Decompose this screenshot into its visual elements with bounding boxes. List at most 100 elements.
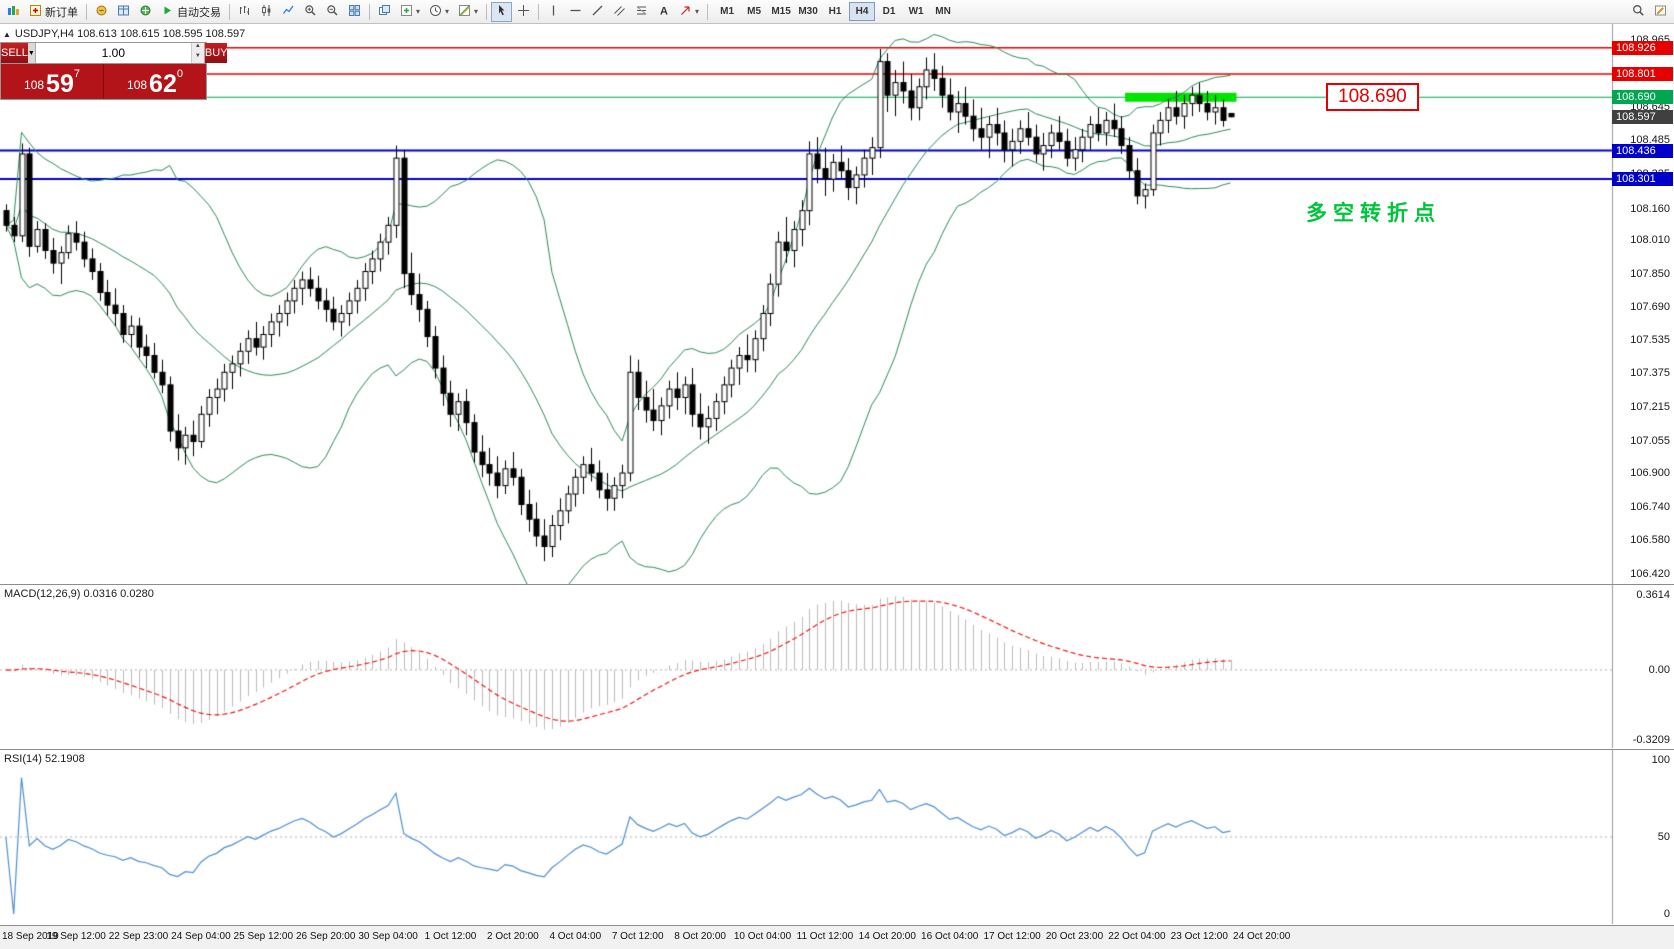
sell-price-prefix: 108 xyxy=(24,78,45,92)
volume-input[interactable] xyxy=(35,43,191,63)
rsi-axis-value: 50 xyxy=(1657,831,1670,843)
volume-up-icon[interactable]: ▲ xyxy=(191,43,204,53)
channel-button[interactable] xyxy=(609,2,630,22)
market-watch-button[interactable] xyxy=(91,2,112,22)
fibo-icon xyxy=(635,4,648,20)
zoom-in-button[interactable] xyxy=(300,2,321,22)
chart-title-text: USDJPY,H4 108.613 108.615 108.595 108.59… xyxy=(14,28,246,40)
cursor-button[interactable] xyxy=(491,1,513,22)
zoom-out-button[interactable] xyxy=(322,2,343,22)
indicators-button[interactable]: ▾ xyxy=(396,2,424,22)
price-tick: 107.850 xyxy=(1630,267,1670,280)
search-button[interactable] xyxy=(1628,2,1649,22)
metaeditor-button[interactable] xyxy=(1650,2,1671,22)
macd-axis-value: -0.3209 xyxy=(1632,734,1670,746)
arrange-windows-button[interactable] xyxy=(374,2,395,22)
price-tick: 108.160 xyxy=(1630,202,1670,215)
sell-price-display[interactable]: 108 59 7 xyxy=(1,64,103,99)
one-click-top-row: SELL ▼ ▲ ▼ BUY xyxy=(1,43,228,64)
sell-price-sup: 7 xyxy=(73,68,80,80)
navigator-button[interactable] xyxy=(135,2,156,22)
timeframe-d1-button[interactable]: D1 xyxy=(876,2,902,21)
autotrading-icon xyxy=(161,4,174,20)
time-tick-label: 8 Oct 20:00 xyxy=(674,931,726,942)
price-level-label: 108.926 xyxy=(1612,40,1673,55)
price-level-label: 108.301 xyxy=(1612,171,1673,186)
crosshair-icon xyxy=(517,4,530,20)
cursor-icon xyxy=(495,4,508,20)
timeframe-m1-button[interactable]: M1 xyxy=(714,2,740,21)
templates-button[interactable]: ▾ xyxy=(454,2,482,22)
main-chart-canvas[interactable] xyxy=(0,24,1674,584)
vertical-line-button[interactable] xyxy=(543,2,564,22)
horizontal-line-button[interactable] xyxy=(565,2,586,22)
one-click-toggle-icon[interactable]: ▲ xyxy=(3,29,11,39)
autotrading-button[interactable]: 自动交易 xyxy=(157,2,225,22)
volume-down-icon[interactable]: ▼ xyxy=(191,53,204,63)
crosshair-button[interactable] xyxy=(513,2,534,22)
time-axis[interactable]: 18 Sep 2019 19 Sep 12:00 22 Sep 23:00 24 Se… xyxy=(0,925,1674,949)
toolbar-separator xyxy=(707,3,709,20)
toolbar-separator xyxy=(369,3,370,20)
tile-windows-button[interactable] xyxy=(344,2,365,22)
timeframe-group: M1 M5 M15 M30 H1 H4 D1 W1 MN xyxy=(714,2,956,21)
price-tick: 106.580 xyxy=(1630,534,1670,547)
templates-icon xyxy=(458,4,471,20)
chart-note-text: 多空转折点 xyxy=(1306,201,1441,225)
toolbar-separator xyxy=(86,3,87,20)
price-tick: 106.740 xyxy=(1630,500,1670,513)
sell-button[interactable]: SELL xyxy=(1,43,28,63)
new-order-icon xyxy=(29,4,42,20)
periods-icon xyxy=(429,4,442,20)
bar-chart-button[interactable] xyxy=(234,2,255,22)
rsi-canvas[interactable] xyxy=(0,750,1674,924)
toolbar-separator xyxy=(229,3,230,20)
trendline-button[interactable] xyxy=(587,2,608,22)
time-tick-label: 23 Oct 12:00 xyxy=(1170,931,1228,942)
chart-title-line: ▲ USDJPY,H4 108.613 108.615 108.595 108.… xyxy=(3,28,245,40)
chart-window-icon xyxy=(7,4,20,20)
buy-button[interactable]: BUY xyxy=(204,43,228,63)
timeframe-m5-button[interactable]: M5 xyxy=(741,2,767,21)
chevron-down-icon: ▾ xyxy=(474,7,479,16)
search-icon xyxy=(1632,4,1645,20)
price-level-label: 108.436 xyxy=(1612,143,1673,158)
chart-window: ▲ USDJPY,H4 108.613 108.615 108.595 108.… xyxy=(0,24,1674,949)
navigator-icon xyxy=(139,4,152,20)
time-tick-label: 30 Sep 04:00 xyxy=(358,931,418,942)
rsi-label: RSI(14) 52.1908 xyxy=(4,753,85,765)
text-button[interactable]: A xyxy=(653,2,674,22)
macd-axis: 0.3614 0.00 -0.3209 xyxy=(1612,585,1674,749)
price-tick: 107.215 xyxy=(1630,400,1670,413)
text-icon: A xyxy=(657,4,670,20)
buy-price-display[interactable]: 108 62 0 xyxy=(103,64,206,99)
line-chart-button[interactable] xyxy=(278,2,299,22)
new-order-button[interactable]: 新订单 xyxy=(25,2,82,22)
main-toolbar: 新订单 自动交易 ▾ ▾ ▾ A ▾ M1 M5 M15 M30 H1 H4 D1 W1 MN xyxy=(0,0,1674,24)
timeframe-mn-button[interactable]: MN xyxy=(930,2,956,21)
periods-button[interactable]: ▾ xyxy=(425,2,453,22)
timeframe-m15-button[interactable]: M15 xyxy=(768,2,794,21)
vline-icon xyxy=(547,4,560,20)
data-window-button[interactable] xyxy=(113,2,134,22)
time-tick-label: 14 Oct 20:00 xyxy=(858,931,916,942)
timeframe-m30-button[interactable]: M30 xyxy=(795,2,821,21)
svg-text:A: A xyxy=(660,5,668,17)
fibonacci-button[interactable] xyxy=(631,2,652,22)
candlestick-button[interactable] xyxy=(256,2,277,22)
line-chart-icon xyxy=(282,4,295,20)
arrange-icon xyxy=(378,4,391,20)
new-order-button-label: 新订单 xyxy=(45,6,78,19)
price-axis: 108.965108.645108.485108.325108.160108.0… xyxy=(1612,24,1674,584)
macd-canvas[interactable] xyxy=(0,585,1674,748)
price-level-label: 108.801 xyxy=(1612,66,1673,81)
timeframe-w1-button[interactable]: W1 xyxy=(903,2,929,21)
arrows-button[interactable]: ▾ xyxy=(675,2,703,22)
bar-chart-icon xyxy=(238,4,251,20)
macd-axis-value: 0.3614 xyxy=(1636,589,1670,601)
timeframe-h1-button[interactable]: H1 xyxy=(822,2,848,21)
order-type-dropdown-icon[interactable]: ▼ xyxy=(27,43,36,63)
time-tick-label: 17 Oct 12:00 xyxy=(983,931,1041,942)
volume-field-wrap: ▲ ▼ xyxy=(35,43,205,63)
timeframe-h4-button[interactable]: H4 xyxy=(849,2,876,21)
